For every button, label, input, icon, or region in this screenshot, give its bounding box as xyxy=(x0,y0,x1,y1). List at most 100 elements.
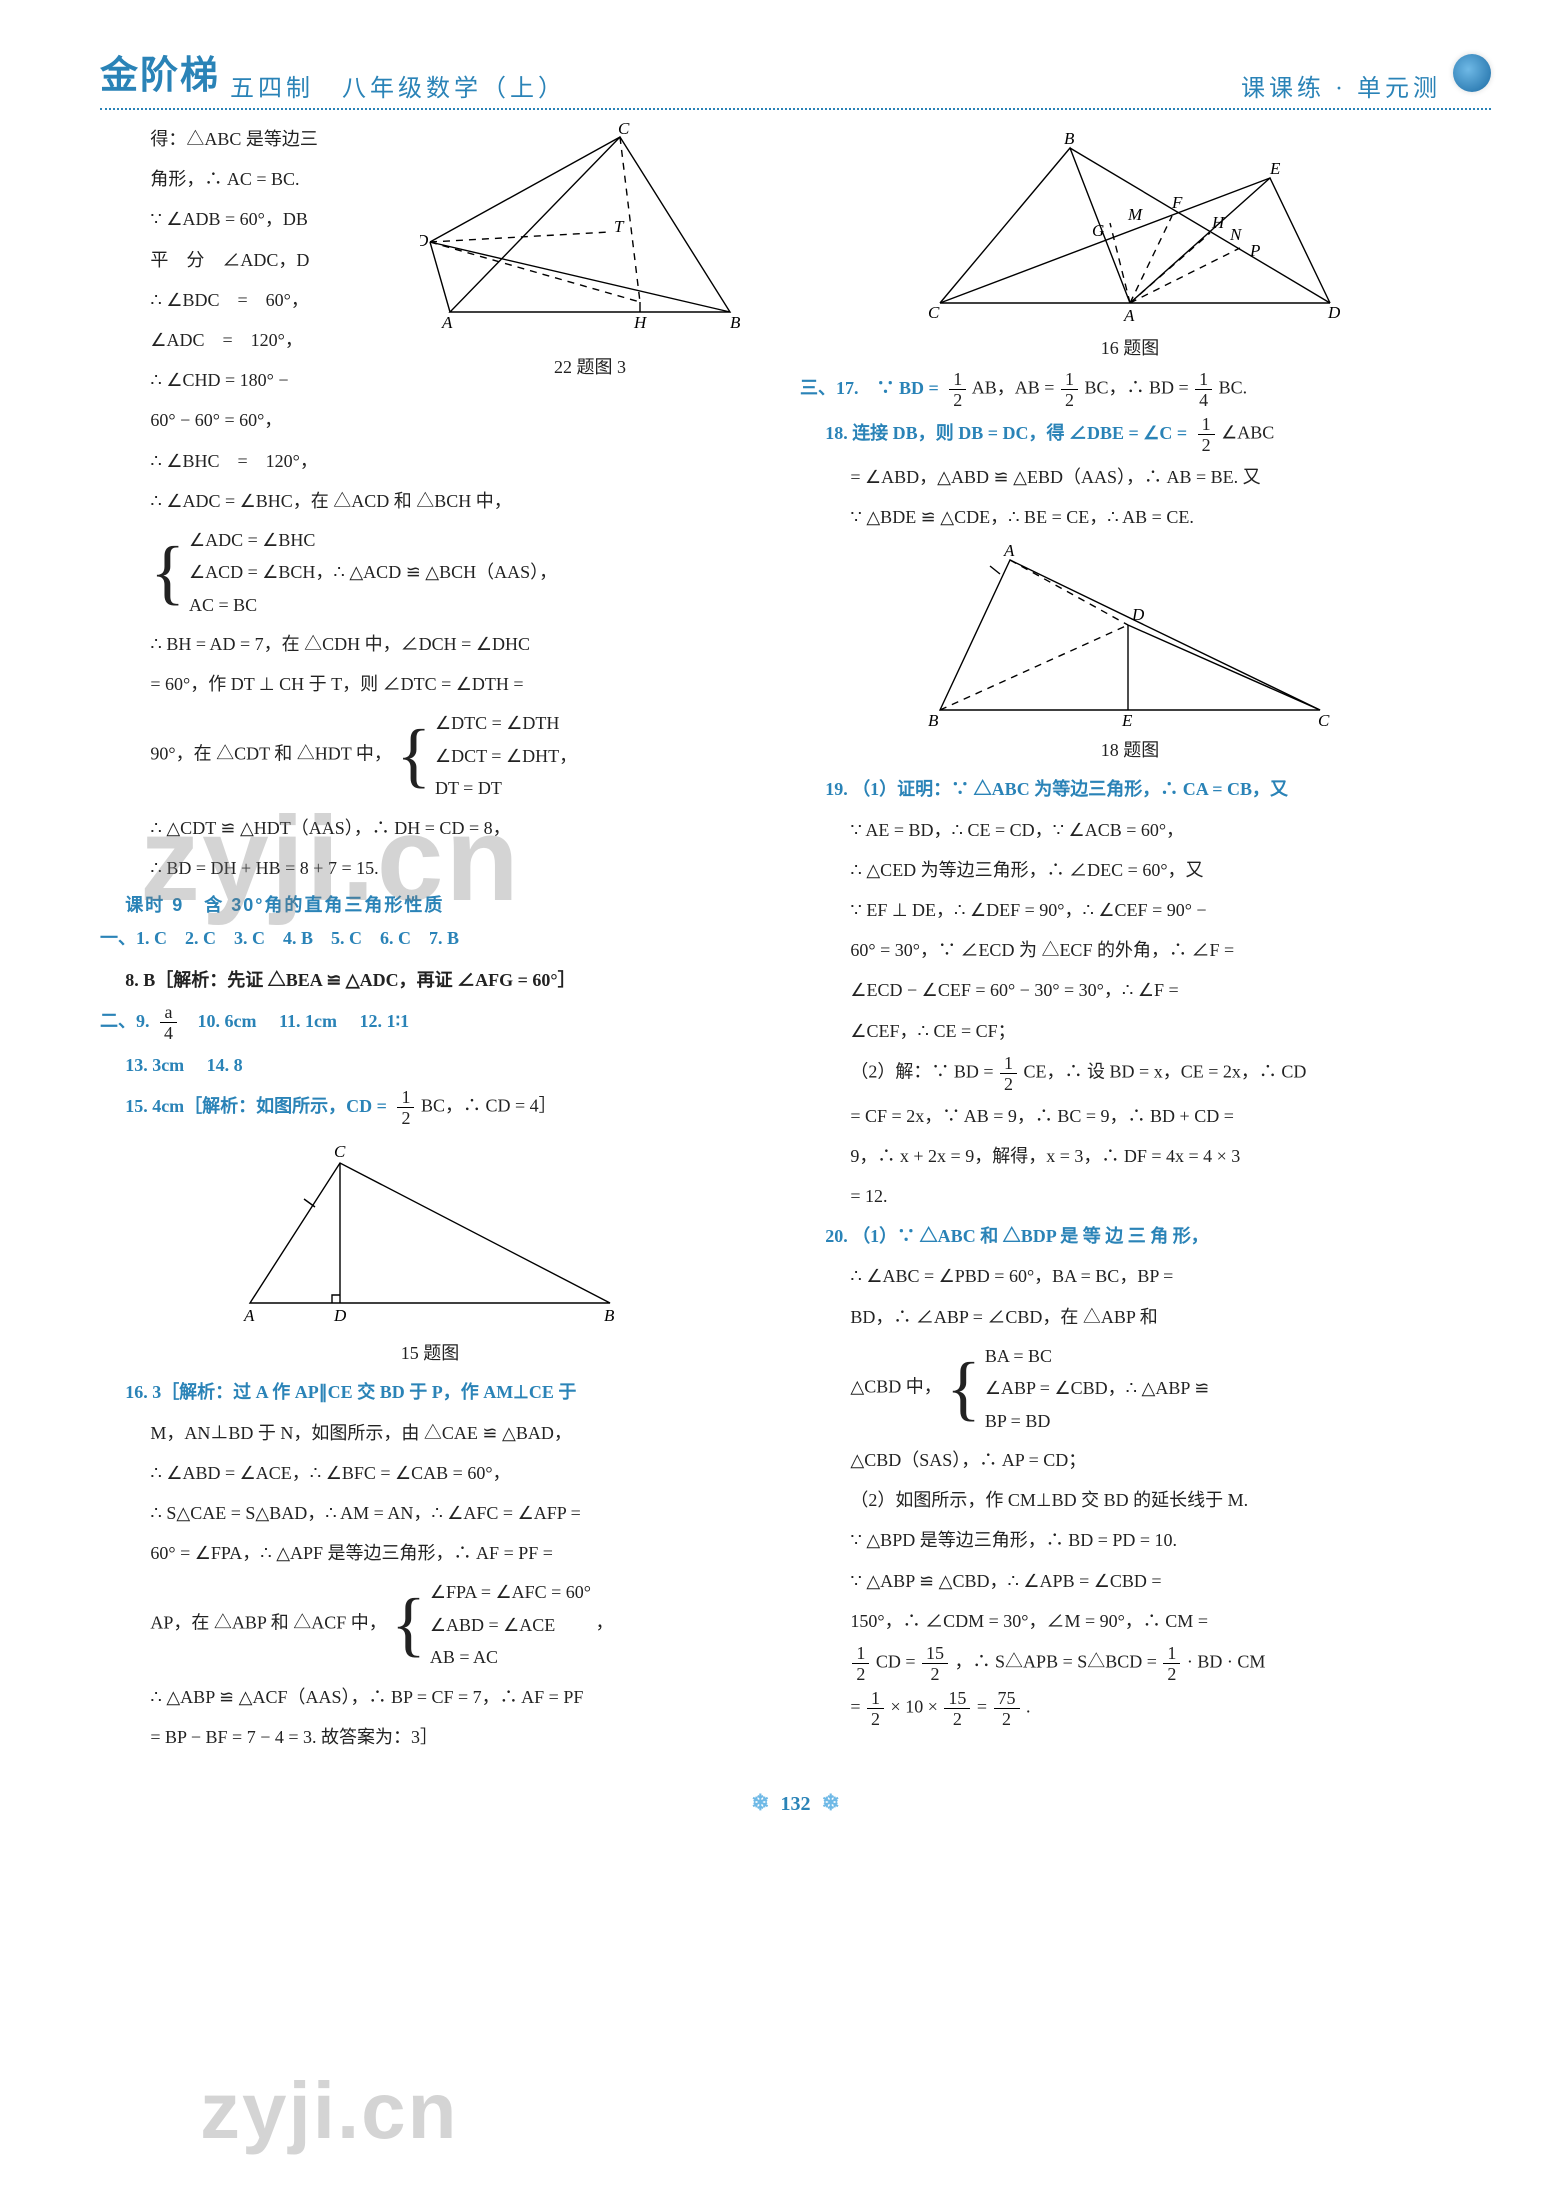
denom: 2 xyxy=(867,1709,884,1728)
brace-line: ∠DTC = ∠DTH xyxy=(435,713,559,733)
point-label: T xyxy=(614,217,625,236)
q19-line: 19. （1）证明：∵ △ABC 为等边三角形，∴ CA = CB，又 xyxy=(800,772,1460,806)
figure-15-svg: A B C D xyxy=(220,1133,640,1333)
q16-line: 60° = ∠FPA，∴ △APF 是等边三角形，∴ AF = PF = xyxy=(100,1536,760,1570)
q16-line: M，AN⊥BD 于 N，如图所示，由 △CAE ≌ △BAD， xyxy=(100,1416,760,1450)
q19-2-line: = 12. xyxy=(800,1179,1460,1213)
brace-line: DT = DT xyxy=(435,778,502,798)
figure-22-caption: 22 题图 3 xyxy=(420,353,760,379)
page: zyji.cn zyji.cn 金阶梯 五四制 八年级数学（上） 课课练 · 单… xyxy=(0,0,1551,2187)
text: 18. 连接 DB，则 DB = DC，得 ∠DBE = ∠C = xyxy=(825,423,1191,443)
figure-18: A B C D E xyxy=(800,540,1460,730)
denom: 2 xyxy=(1163,1664,1180,1683)
point-label: A xyxy=(1003,541,1015,560)
q16-line: ∴ ∠ABD = ∠ACE，∴ ∠BFC = ∠CAB = 60°， xyxy=(100,1456,760,1490)
denom: 2 xyxy=(1000,1074,1017,1093)
text: （2）解：∵ BD = xyxy=(850,1061,998,1081)
point-label: E xyxy=(1121,711,1133,730)
line: ∠ADC = 120°， xyxy=(100,323,400,357)
numer: 15 xyxy=(922,1644,948,1664)
brace-line: BA = BC xyxy=(985,1346,1052,1366)
header-ornament xyxy=(1453,54,1491,92)
q20-line: 20. （1）∵ △ABC 和 △BDP 是 等 边 三 角 形， xyxy=(800,1219,1460,1253)
denom: 2 xyxy=(922,1664,948,1683)
brace-line: ∠ACD = ∠BCH，∴ △ACD ≌ △BCH（AAS）， xyxy=(189,562,557,582)
page-number-text: 132 xyxy=(781,1793,811,1815)
left-brace-icon: { xyxy=(946,1360,981,1418)
q17: 三、17. ∵ BD = 12 AB，AB = 12 BC，∴ BD = 14 … xyxy=(800,370,1460,409)
point-label: C xyxy=(1318,711,1330,730)
line: ∴ BH = AD = 7，在 △CDH 中，∠DCH = ∠DHC xyxy=(100,627,760,661)
denom: 2 xyxy=(397,1108,414,1127)
mc-answers: 一、1. C 2. C 3. C 4. B 5. C 6. C 7. B xyxy=(100,921,760,957)
q20-10-line: = 12 × 10 × 152 = 752 . xyxy=(800,1689,1460,1728)
figure-16: A B C D E F G H M N P xyxy=(800,128,1460,328)
brace-line: ∠FPA = ∠AFC = 60° xyxy=(430,1582,591,1602)
left-column: 得：△ABC 是等边三 角形，∴ AC = BC. ∵ ∠ADB = 60°，D… xyxy=(100,122,760,1760)
q20-line: （2）如图所示，作 CM⊥BD 交 BD 的延长线于 M. xyxy=(800,1483,1460,1517)
point-label: F xyxy=(1171,193,1183,212)
denom: 2 xyxy=(1061,390,1078,409)
point-label: A xyxy=(1123,306,1135,325)
watermark: zyji.cn xyxy=(200,2065,459,2157)
text: △CBD 中， xyxy=(850,1377,941,1397)
line: 一、1. C 2. C 3. C 4. B 5. C 6. C 7. B xyxy=(100,928,459,948)
point-label: B xyxy=(730,313,741,332)
numer: 1 xyxy=(852,1644,869,1664)
q16-line: 16. 3［解析：过 A 作 AP∥CE 交 BD 于 P，作 AM⊥CE 于 xyxy=(100,1375,760,1409)
numer: 1 xyxy=(1000,1054,1017,1074)
numer: 1 xyxy=(1195,370,1212,390)
line: ∴ ∠BHC = 120°， xyxy=(100,444,760,478)
q14: 14. 8 xyxy=(207,1055,243,1075)
q16-line: ∴ △ABP ≌ △ACF（AAS），∴ BP = CF = 7，∴ AF = … xyxy=(100,1680,760,1714)
numer: 1 xyxy=(867,1689,884,1709)
header-left: 五四制 八年级数学（上） xyxy=(230,68,566,103)
text: · BD · CM xyxy=(1187,1652,1266,1672)
point-label: D xyxy=(333,1306,347,1325)
text: BC. xyxy=(1219,378,1248,398)
text: = xyxy=(977,1697,992,1717)
q16-brace: AP，在 △ABP 和 △ACF 中， { ∠FPA = ∠AFC = 60° … xyxy=(100,1576,760,1673)
q20-line: ∵ △ABP ≌ △CBD，∴ ∠APB = ∠CBD = xyxy=(800,1564,1460,1598)
point-label: C xyxy=(928,303,940,322)
point-label: C xyxy=(334,1142,346,1161)
line: 得：△ABC 是等边三 xyxy=(100,122,400,156)
right-column: A B C D E F G H M N P 16 题图 三、17. ∵ BD =… xyxy=(800,122,1460,1734)
text: 19. （1）证明：∵ △ABC 为等边三角形，∴ CA = CB，又 xyxy=(825,779,1288,799)
figure-18-caption: 18 题图 xyxy=(800,736,1460,762)
q20-9-line: 12 CD = 152 ，∴ S△APB = S△BCD = 12 · BD ·… xyxy=(800,1644,1460,1683)
denom: 4 xyxy=(160,1023,177,1042)
point-label: D xyxy=(420,231,429,250)
figure-22-svg: A B C D T H xyxy=(420,122,760,342)
numer: 1 xyxy=(1163,1644,1180,1664)
line: 90°，在 △CDT 和 △HDT 中， { ∠DTC = ∠DTH ∠DCT … xyxy=(100,707,760,804)
brace-line: BP = BD xyxy=(985,1411,1051,1431)
two-column-body: 得：△ABC 是等边三 角形，∴ AC = BC. ∵ ∠ADB = 60°，D… xyxy=(100,122,1491,1760)
q18-line: 18. 连接 DB，则 DB = DC，得 ∠DBE = ∠C = 12 ∠AB… xyxy=(800,415,1460,454)
point-label: B xyxy=(928,711,939,730)
text: = xyxy=(850,1697,865,1717)
q19-2-line: 9，∴ x + 2x = 9，解得，x = 3，∴ DF = 4x = 4 × … xyxy=(800,1139,1460,1173)
line: ∴ ∠CHD = 180° − xyxy=(100,363,400,397)
q13: 13. 3cm xyxy=(125,1055,184,1075)
text: ∠ABC xyxy=(1221,423,1274,443)
text: . xyxy=(1026,1697,1031,1717)
q20-line: ∴ ∠ABC = ∠PBD = 60°，BA = BC，BP = xyxy=(800,1259,1460,1293)
q12: 12. 1∶1 xyxy=(359,1011,409,1031)
brace-group: { ∠ADC = ∠BHC ∠ACD = ∠BCH，∴ △ACD ≌ △BCH（… xyxy=(100,524,760,621)
line: 60° − 60° = 60°， xyxy=(100,403,400,437)
figure-22: A B C D T H 22 题图 3 xyxy=(420,122,760,389)
line: ∴ ∠ADC = ∠BHC，在 △ACD 和 △BCH 中， xyxy=(100,484,760,518)
q16-line: = BP − BF = 7 − 4 = 3. 故答案为：3］ xyxy=(100,1720,760,1754)
point-label: P xyxy=(1249,241,1260,260)
numer: 75 xyxy=(994,1689,1020,1709)
point-label: D xyxy=(1327,303,1341,322)
point-label: A xyxy=(243,1306,255,1325)
numer: 1 xyxy=(1061,370,1078,390)
denom: 4 xyxy=(1195,390,1212,409)
text: BC，∴ BD = xyxy=(1084,378,1193,398)
denom: 2 xyxy=(944,1709,970,1728)
figure-16-svg: A B C D E F G H M N P xyxy=(910,128,1350,328)
page-number: ❄ 132 ❄ xyxy=(100,1790,1491,1816)
text: CE，∴ 设 BD = x，CE = 2x，∴ CD xyxy=(1024,1061,1307,1081)
